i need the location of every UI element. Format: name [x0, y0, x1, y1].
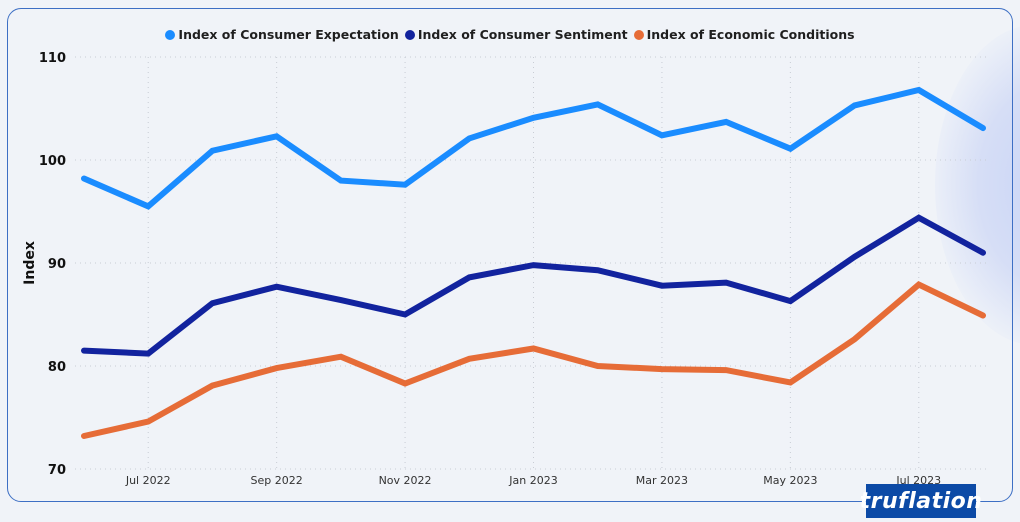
- data-point[interactable]: [402, 312, 408, 318]
- x-axis: Jul 2022 Sep 2022 Nov 2022 Jan 2023 Mar 2023…: [125, 474, 941, 487]
- data-point[interactable]: [81, 433, 87, 439]
- data-point[interactable]: [466, 356, 472, 362]
- x-tick-label: May 2023: [763, 474, 817, 487]
- data-point[interactable]: [209, 300, 215, 306]
- data-point[interactable]: [145, 419, 151, 425]
- legend-dot-icon: [404, 29, 415, 40]
- y-tick-label: 100: [39, 154, 66, 169]
- data-point[interactable]: [916, 215, 922, 221]
- x-tick-label: Jan 2023: [508, 474, 557, 487]
- data-point[interactable]: [723, 367, 729, 373]
- data-point[interactable]: [595, 267, 601, 273]
- data-point[interactable]: [659, 366, 665, 372]
- series-line-0[interactable]: [81, 86, 986, 210]
- series-line-1[interactable]: [81, 214, 986, 357]
- legend-item-expectation[interactable]: Index of Consumer Expectation: [165, 27, 399, 42]
- data-point[interactable]: [980, 313, 986, 319]
- data-point[interactable]: [338, 354, 344, 360]
- data-point[interactable]: [531, 262, 537, 268]
- legend-item-economic[interactable]: Index of Economic Conditions: [633, 27, 855, 42]
- data-point[interactable]: [852, 336, 858, 342]
- data-point[interactable]: [209, 383, 215, 389]
- x-tick-label: Mar 2023: [636, 474, 688, 487]
- data-point[interactable]: [209, 148, 215, 154]
- y-axis-title: Index: [22, 241, 38, 285]
- legend-label: Index of Consumer Expectation: [178, 27, 399, 42]
- data-point[interactable]: [531, 345, 537, 351]
- legend-item-sentiment[interactable]: Index of Consumer Sentiment: [404, 27, 628, 42]
- data-point[interactable]: [274, 284, 280, 290]
- data-point[interactable]: [402, 381, 408, 387]
- data-point[interactable]: [595, 363, 601, 369]
- data-point[interactable]: [980, 250, 986, 256]
- data-point[interactable]: [274, 365, 280, 371]
- series-lines: [81, 86, 986, 439]
- data-point[interactable]: [274, 133, 280, 139]
- truflation-logo: truflation: [860, 484, 982, 518]
- data-point[interactable]: [81, 348, 87, 354]
- data-point[interactable]: [466, 135, 472, 141]
- data-point[interactable]: [466, 274, 472, 280]
- data-point[interactable]: [787, 379, 793, 385]
- x-tick-label: Jul 2022: [125, 474, 171, 487]
- data-point[interactable]: [723, 119, 729, 125]
- data-point[interactable]: [338, 297, 344, 303]
- data-point[interactable]: [595, 101, 601, 107]
- data-point[interactable]: [659, 132, 665, 138]
- data-point[interactable]: [81, 176, 87, 182]
- data-point[interactable]: [531, 115, 537, 121]
- legend-label: Index of Consumer Sentiment: [417, 27, 628, 42]
- data-point[interactable]: [787, 146, 793, 152]
- legend-dot-icon: [165, 29, 176, 40]
- data-point[interactable]: [852, 102, 858, 108]
- y-tick-label: 80: [48, 360, 66, 375]
- data-point[interactable]: [980, 125, 986, 131]
- data-point[interactable]: [145, 203, 151, 209]
- x-tick-label: Sep 2022: [251, 474, 303, 487]
- data-point[interactable]: [402, 182, 408, 188]
- series-line-2[interactable]: [81, 281, 986, 439]
- x-tick-label: Jul 2023: [895, 474, 941, 487]
- y-axis: 70 80 90 100 110: [39, 51, 66, 478]
- y-tick-label: 110: [39, 51, 66, 66]
- y-tick-label: 70: [48, 463, 66, 478]
- data-point[interactable]: [916, 282, 922, 288]
- data-point[interactable]: [338, 178, 344, 184]
- y-tick-label: 90: [48, 257, 66, 272]
- data-point[interactable]: [852, 254, 858, 260]
- legend-dot-icon: [633, 29, 644, 40]
- data-point[interactable]: [787, 298, 793, 304]
- data-point[interactable]: [916, 87, 922, 93]
- chart-frame: [7, 8, 1013, 502]
- x-tick-label: Nov 2022: [379, 474, 432, 487]
- data-point[interactable]: [659, 283, 665, 289]
- data-point[interactable]: [723, 280, 729, 286]
- legend-label: Index of Economic Conditions: [646, 27, 855, 42]
- chart-legend: Index of Consumer Expectation Index of C…: [0, 27, 1020, 42]
- data-point[interactable]: [145, 351, 151, 357]
